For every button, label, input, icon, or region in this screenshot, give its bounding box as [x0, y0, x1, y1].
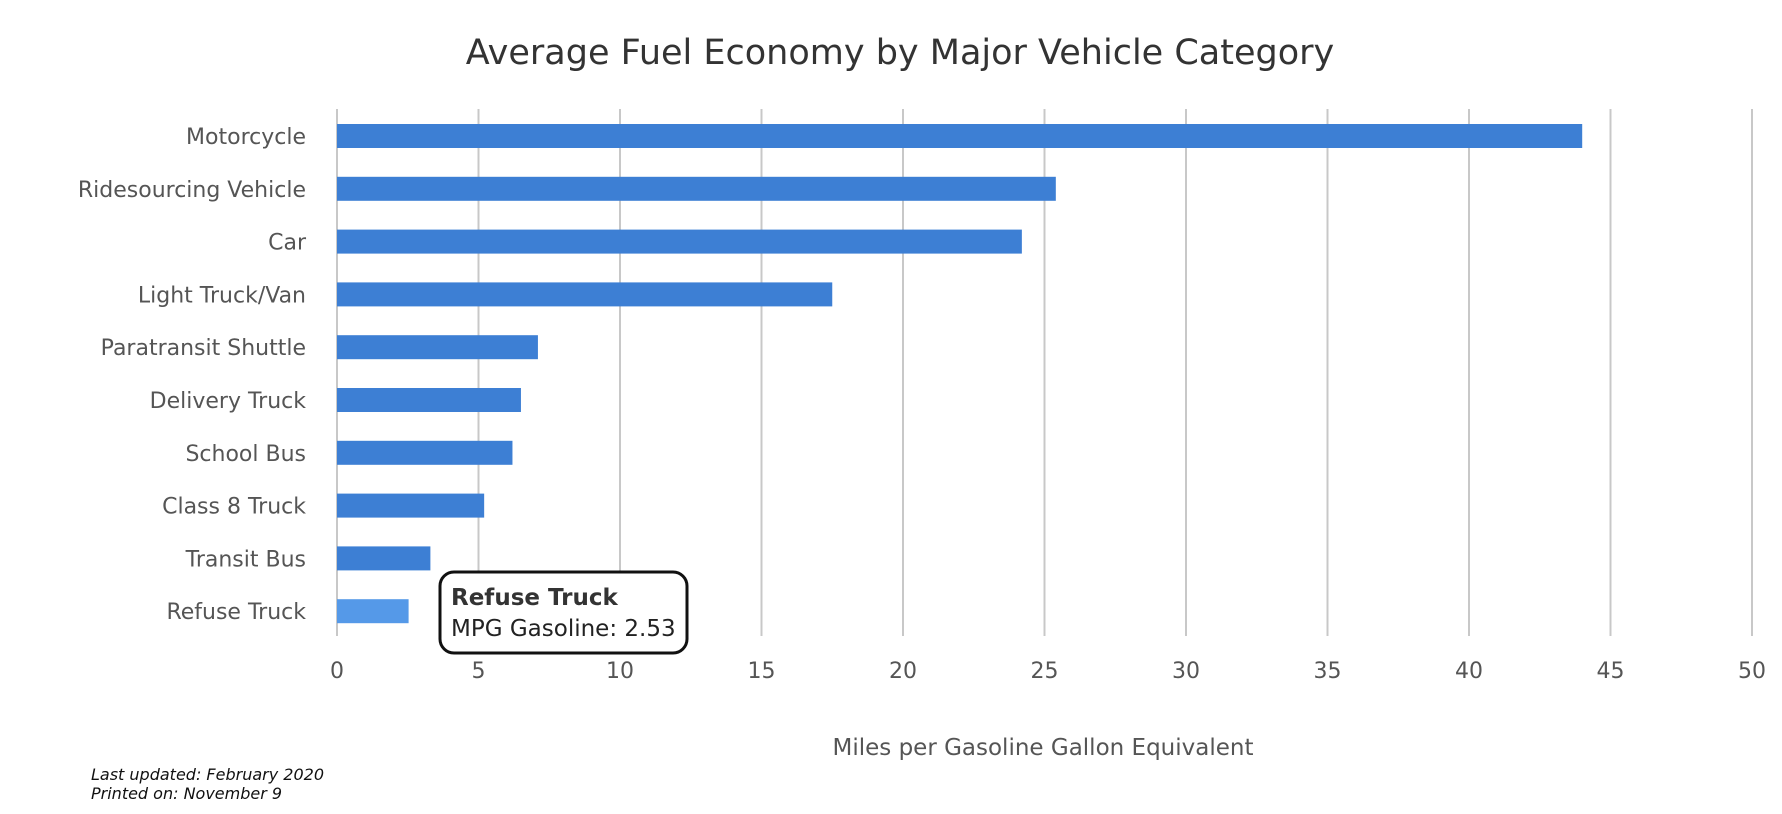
footer: Last updated: February 2020 Printed on: … — [91, 765, 324, 803]
bar[interactable] — [337, 176, 1056, 201]
x-tick-label: 50 — [1738, 659, 1766, 684]
tooltip: Refuse Truck MPG Gasoline: 2.53 — [438, 570, 689, 655]
category-label: Ridesourcing Vehicle — [78, 178, 306, 203]
bars — [337, 124, 1583, 624]
x-tick-label: 0 — [330, 659, 344, 684]
category-label: Paratransit Shuttle — [101, 336, 306, 361]
category-label: Class 8 Truck — [162, 495, 306, 520]
category-label: Refuse Truck — [166, 600, 306, 625]
bar[interactable] — [337, 388, 521, 412]
x-tick-label: 15 — [748, 659, 776, 684]
x-axis-title: Miles per Gasoline Gallon Equivalent — [833, 735, 1254, 761]
bar[interactable] — [337, 493, 485, 518]
last-updated-text: Last updated: February 2020 — [91, 765, 324, 784]
tooltip-box — [438, 570, 689, 655]
x-tick-label: 45 — [1597, 659, 1625, 684]
x-tick-label: 25 — [1031, 659, 1059, 684]
bar[interactable] — [337, 335, 538, 360]
category-label: Delivery Truck — [150, 389, 307, 414]
x-tick-label: 10 — [606, 659, 634, 684]
tick-labels: 0 5 10 15 20 25 30 35 40 45 50 — [330, 659, 1766, 684]
category-label: School Bus — [185, 442, 306, 467]
bar[interactable] — [337, 599, 409, 624]
bar[interactable] — [337, 546, 431, 571]
category-label: Light Truck/Van — [138, 283, 306, 308]
category-label: Transit Bus — [185, 547, 306, 572]
x-tick-label: 20 — [889, 659, 917, 684]
x-tick-label: 5 — [472, 659, 486, 684]
bar[interactable] — [337, 282, 833, 307]
x-tick-label: 40 — [1455, 659, 1483, 684]
printed-on-text: Printed on: November 9 — [91, 784, 283, 803]
bar[interactable] — [337, 124, 1583, 148]
category-label: Motorcycle — [186, 125, 306, 150]
bar[interactable] — [337, 440, 513, 465]
tooltip-title: Refuse Truck — [451, 585, 618, 611]
category-label: Car — [268, 231, 307, 256]
bar[interactable] — [337, 229, 1022, 254]
x-tick-label: 35 — [1314, 659, 1342, 684]
chart-title: Average Fuel Economy by Major Vehicle Ca… — [466, 33, 1334, 73]
category-labels: Motorcycle Ridesourcing Vehicle Car Light T… — [78, 125, 307, 625]
x-tick-label: 30 — [1172, 659, 1200, 684]
tooltip-value: MPG Gasoline: 2.53 — [451, 616, 676, 642]
